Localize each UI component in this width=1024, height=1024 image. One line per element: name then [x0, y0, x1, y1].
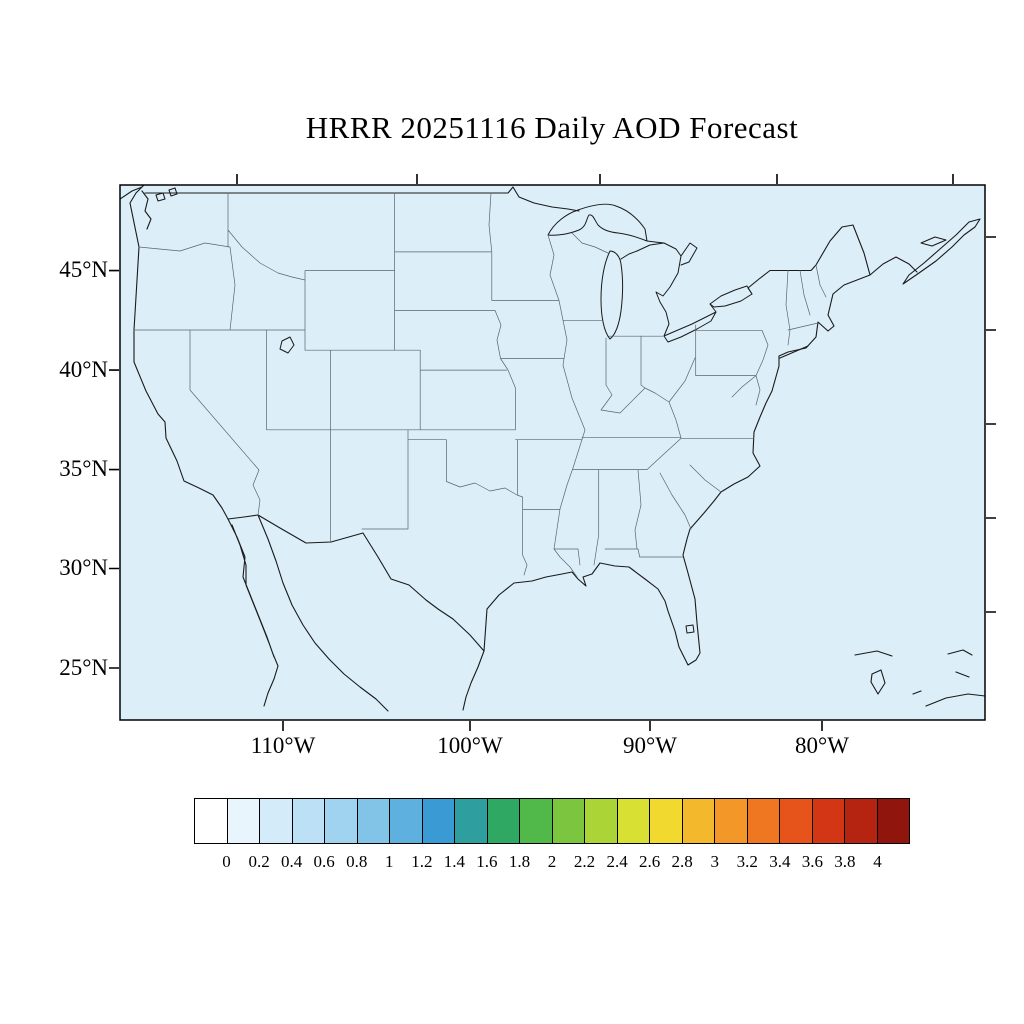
colorbar-cell — [681, 799, 714, 843]
colorbar-cell — [876, 799, 909, 843]
colorbar-label: 3.2 — [736, 852, 758, 871]
colorbar-cell — [389, 799, 422, 843]
colorbar-cell — [324, 799, 357, 843]
colorbar-label: 1.8 — [508, 852, 531, 871]
colorbar-label: 3.8 — [834, 852, 856, 871]
colorbar-label: 4 — [873, 852, 882, 871]
colorbar-label: 2 — [547, 852, 557, 871]
colorbar-label: 0.4 — [281, 852, 303, 871]
colorbar-labels: 0 0.2 0.4 0.6 0.8 1 1.2 1.4 1.6 1.8 2 2.2 2.4 2.6 2.8 3… — [194, 852, 910, 878]
colorbar-cell — [584, 799, 617, 843]
colorbar-cell — [226, 799, 259, 843]
colorbar-cell — [746, 799, 779, 843]
map-frame — [119, 184, 986, 721]
colorbar-cell — [454, 799, 487, 843]
colorbar-cell — [649, 799, 682, 843]
colorbar-cell — [779, 799, 812, 843]
colorbar-label: 1.4 — [443, 852, 465, 871]
coastline-borders — [120, 185, 985, 712]
lon-axis-label: 100°W — [437, 733, 503, 758]
colorbar-label: 2.4 — [606, 852, 628, 871]
lon-axis-label: 80°W — [795, 733, 849, 758]
colorbar-cell — [714, 799, 747, 843]
lon-axis-label: 90°W — [623, 733, 677, 758]
colorbar-cell — [195, 799, 227, 843]
lat-axis-label: 25°N — [59, 655, 108, 680]
colorbar-cell — [356, 799, 389, 843]
colorbar-label: 2.6 — [639, 852, 661, 871]
lon-axis-label: 110°W — [250, 733, 316, 758]
colorbar-cell — [844, 799, 877, 843]
colorbar-label: 0 — [222, 852, 231, 871]
colorbar-cell — [486, 799, 519, 843]
colorbar-cell — [551, 799, 584, 843]
colorbar-cell — [811, 799, 844, 843]
colorbar-label: 1.2 — [411, 852, 433, 871]
colorbar-label: 0.6 — [313, 852, 335, 871]
chart-title: HRRR 20251116 Daily AOD Forecast — [305, 110, 799, 145]
colorbar-label: 0.8 — [346, 852, 368, 871]
map-canvas — [109, 174, 996, 731]
state-borders — [133, 192, 827, 578]
aod-field-fill — [120, 185, 985, 720]
axis-ticks — [109, 174, 996, 731]
colorbar-label: 2.2 — [573, 852, 596, 871]
lat-axis-label: 45°N — [59, 257, 108, 282]
colorbar-label: 3.6 — [801, 852, 823, 871]
colorbar-label: 1.6 — [476, 852, 498, 871]
colorbar-cell — [259, 799, 292, 843]
lakes-outlines — [279, 203, 753, 634]
colorbar-label: 0.2 — [248, 852, 270, 871]
colorbar-cell — [291, 799, 324, 843]
colorbar — [194, 798, 910, 844]
colorbar-label: 1 — [385, 852, 394, 871]
lat-axis-label: 40°N — [59, 357, 108, 382]
colorbar-label: 2.8 — [671, 852, 693, 871]
lat-axis-label: 35°N — [59, 456, 108, 481]
colorbar-label: 3 — [710, 852, 719, 871]
colorbar-cell — [421, 799, 454, 843]
colorbar-cell — [519, 799, 552, 843]
map-panel — [100, 165, 1005, 740]
colorbar-cell — [616, 799, 649, 843]
lat-axis-label: 30°N — [59, 555, 108, 580]
colorbar-label: 3.4 — [769, 852, 791, 871]
